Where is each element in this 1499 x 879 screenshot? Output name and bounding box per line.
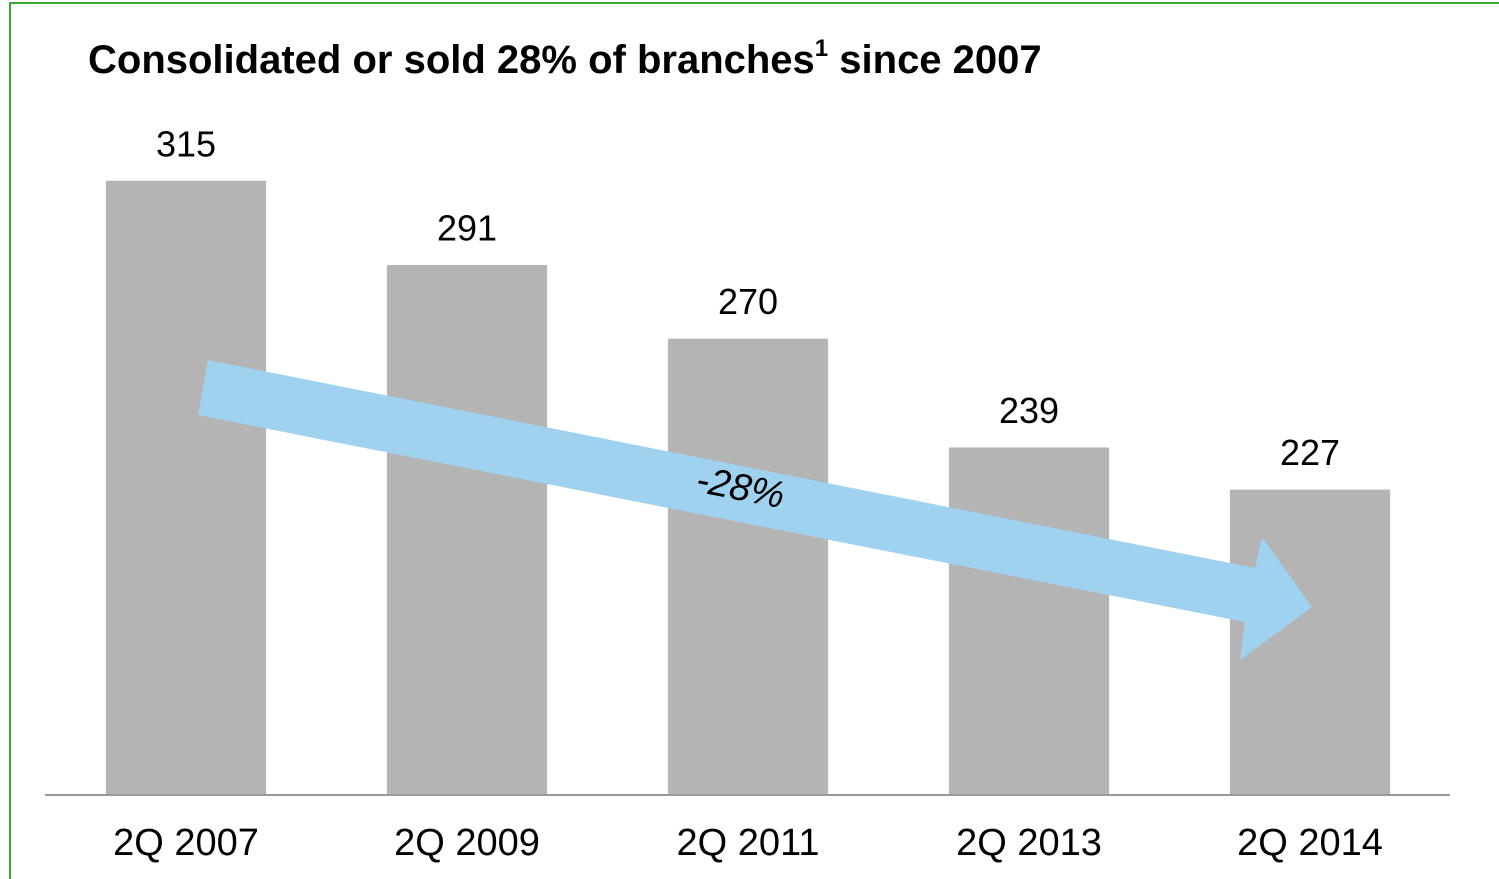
data-label: 291 (437, 208, 497, 249)
bars: 2Q 2007 315 2Q 2009 291 2Q 2011 270 2Q 2013 239… (105, 123, 1391, 864)
frame (9, 2, 1499, 879)
bar (386, 264, 548, 795)
title-text: since 2007 (828, 38, 1042, 82)
bar (948, 447, 1110, 795)
data-label: 227 (1280, 432, 1340, 473)
bar (105, 180, 267, 795)
title-text: Consolidated or sold 28% of branches (88, 38, 815, 82)
bar (667, 338, 829, 795)
chart-title: Consolidated or sold 28% of branches1 si… (88, 35, 1042, 81)
x-tick-label: 2Q 2013 (956, 822, 1102, 864)
x-tick-label: 2Q 2014 (1237, 822, 1383, 864)
x-tick-label: 2Q 2007 (113, 822, 259, 864)
trend-arrow (198, 360, 1312, 660)
title-footnote: 1 (815, 35, 828, 62)
x-tick-label: 2Q 2011 (677, 822, 820, 864)
x-tick-label: 2Q 2009 (394, 822, 540, 864)
data-label: 270 (718, 281, 778, 322)
data-label: 315 (156, 123, 216, 164)
data-label: 239 (999, 390, 1059, 431)
